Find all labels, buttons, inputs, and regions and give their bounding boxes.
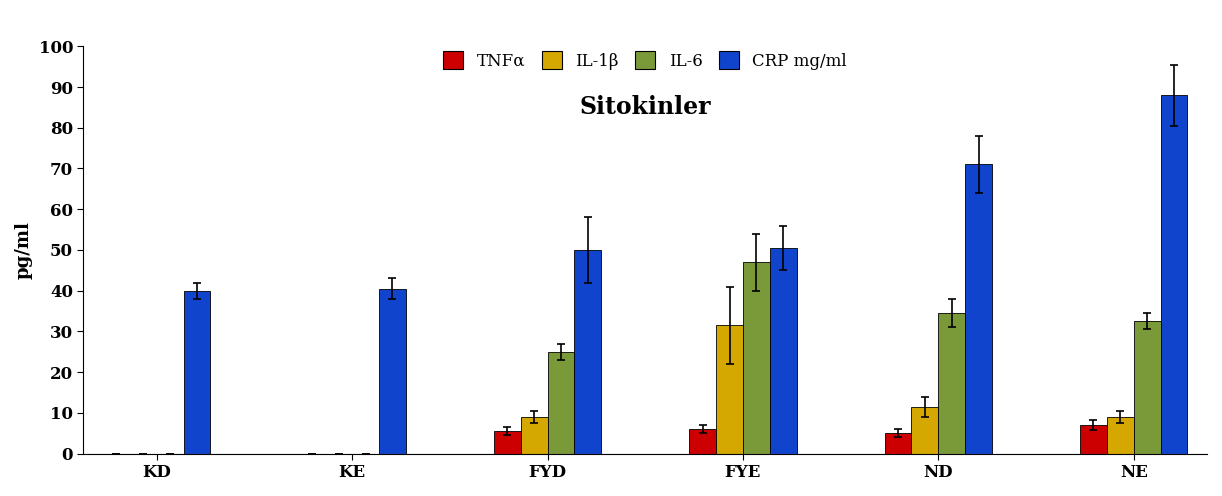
Y-axis label: pg/ml: pg/ml — [15, 221, 33, 279]
Bar — [938, 313, 965, 453]
Legend: TNFα, IL-1β, IL-6, CRP mg/ml: TNFα, IL-1β, IL-6, CRP mg/ml — [439, 47, 852, 75]
Bar — [689, 429, 716, 453]
Bar — [494, 431, 521, 453]
Bar — [1134, 321, 1161, 453]
Bar — [1107, 417, 1134, 453]
Bar — [965, 164, 992, 453]
Bar — [885, 433, 912, 453]
Bar — [912, 407, 938, 453]
Bar — [183, 291, 210, 453]
Bar — [521, 417, 547, 453]
Text: Sitokinler: Sitokinler — [579, 95, 711, 119]
Bar — [1080, 425, 1107, 453]
Bar — [743, 262, 770, 453]
Bar — [716, 325, 743, 453]
Bar — [1161, 95, 1188, 453]
Bar — [379, 289, 406, 453]
Bar — [770, 248, 797, 453]
Bar — [547, 352, 574, 453]
Bar — [574, 250, 601, 453]
